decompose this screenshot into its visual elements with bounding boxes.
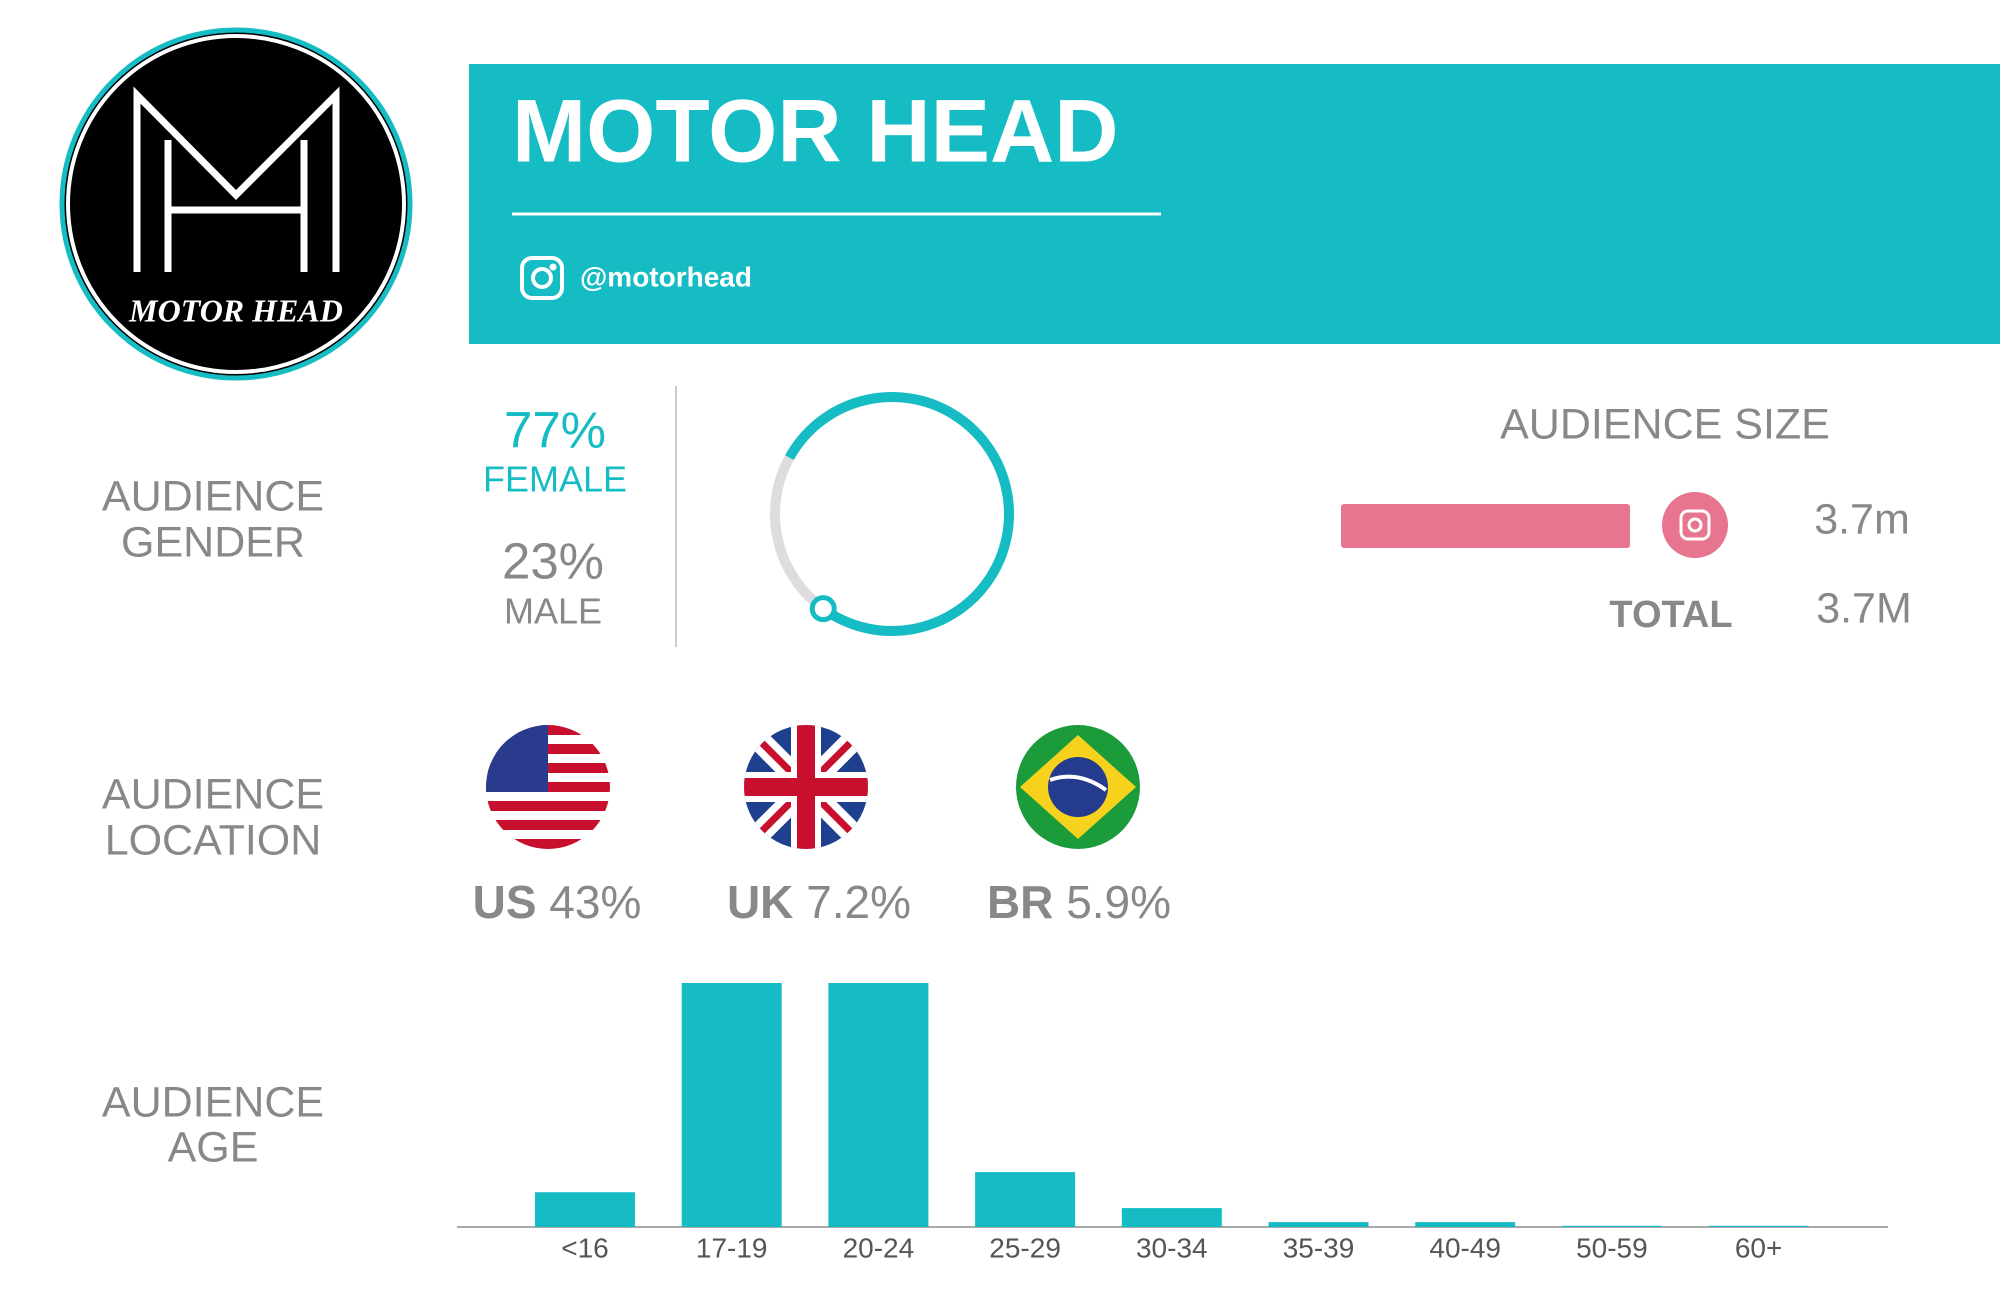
- age-label: <16: [561, 1232, 609, 1263]
- age-label: 60+: [1735, 1232, 1783, 1263]
- female-label: FEMALE: [483, 459, 627, 500]
- age-bar: [975, 1172, 1076, 1227]
- age-label: 40-49: [1429, 1232, 1501, 1263]
- section-label: AUDIENCE: [102, 770, 324, 818]
- total-label: TOTAL: [1609, 594, 1732, 636]
- logo: MOTOR HEAD: [59, 27, 413, 381]
- section-label: AGE: [168, 1123, 259, 1171]
- country-share: UK 7.2%: [727, 876, 911, 928]
- age-bar: [1415, 1222, 1516, 1227]
- age-bar: [681, 983, 782, 1227]
- country-code: US: [473, 876, 537, 928]
- age-label: 20-24: [843, 1232, 915, 1263]
- country-code: UK: [727, 876, 793, 928]
- size-bar: [1341, 504, 1630, 548]
- country-percent: 43%: [549, 876, 641, 928]
- age-label: 25-29: [989, 1232, 1061, 1263]
- handle: @motorhead: [580, 261, 752, 292]
- instagram-size: 3.7m: [1814, 495, 1910, 543]
- male-percent: 23%: [502, 532, 604, 589]
- age-label: 17-19: [696, 1232, 768, 1263]
- size-title: AUDIENCE SIZE: [1500, 400, 1830, 448]
- country-share: BR 5.9%: [987, 876, 1171, 928]
- age-label: 50-59: [1576, 1232, 1648, 1263]
- country-share: US 43%: [473, 876, 642, 928]
- arc-end-dot: [809, 595, 837, 623]
- female-percent: 77%: [504, 401, 606, 458]
- section-label: AUDIENCE: [102, 472, 324, 520]
- section-label: LOCATION: [105, 816, 322, 864]
- age-bar: [1121, 1208, 1222, 1227]
- male-label: MALE: [504, 591, 602, 632]
- total-size: 3.7M: [1816, 584, 1912, 632]
- age-bar: [1708, 1225, 1809, 1227]
- flag-uk: [744, 725, 868, 849]
- country-code: BR: [987, 876, 1053, 928]
- age-bar: [1268, 1222, 1369, 1227]
- country-percent: 7.2%: [806, 876, 911, 928]
- instagram-icon: [520, 256, 564, 300]
- age-bar: [1561, 1225, 1662, 1227]
- age-label: 30-34: [1136, 1232, 1208, 1263]
- age-bar: [535, 1192, 635, 1227]
- flag-br: [1016, 725, 1140, 849]
- section-label: AUDIENCE: [102, 1078, 324, 1126]
- female-arc: [785, 392, 1014, 636]
- flag-us: [486, 725, 610, 849]
- instagram-icon: [1679, 509, 1711, 541]
- logo-text: MOTOR HEAD: [128, 292, 343, 328]
- instagram-badge: [1662, 492, 1728, 558]
- title: MOTOR HEAD: [512, 81, 1119, 181]
- section-label: GENDER: [121, 518, 305, 566]
- banner: [469, 64, 2000, 344]
- age-bar: [828, 983, 929, 1227]
- male-arc: [770, 455, 827, 613]
- age-label: 35-39: [1283, 1232, 1355, 1263]
- country-percent: 5.9%: [1066, 876, 1171, 928]
